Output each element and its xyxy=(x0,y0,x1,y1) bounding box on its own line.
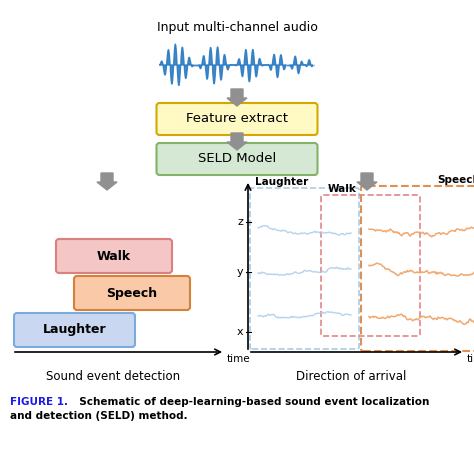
Text: Input multi-channel audio: Input multi-channel audio xyxy=(156,21,318,34)
Text: x: x xyxy=(237,327,243,337)
Polygon shape xyxy=(227,133,247,150)
Text: Speech: Speech xyxy=(107,287,157,299)
Text: Feature extract: Feature extract xyxy=(186,112,288,126)
Text: z: z xyxy=(237,217,243,227)
Text: y: y xyxy=(237,267,243,277)
FancyBboxPatch shape xyxy=(156,103,318,135)
FancyBboxPatch shape xyxy=(74,276,190,310)
Text: time: time xyxy=(467,354,474,364)
Text: and detection (SELD) method.: and detection (SELD) method. xyxy=(10,411,188,421)
Text: FIGURE 1.: FIGURE 1. xyxy=(10,397,68,407)
FancyBboxPatch shape xyxy=(56,239,172,273)
Polygon shape xyxy=(227,89,247,106)
Text: Laughter: Laughter xyxy=(255,177,308,187)
Text: Schematic of deep-learning-based sound event localization: Schematic of deep-learning-based sound e… xyxy=(72,397,429,407)
Text: Walk: Walk xyxy=(97,249,131,263)
Text: Speech: Speech xyxy=(437,175,474,185)
Polygon shape xyxy=(97,173,117,190)
Text: Sound event detection: Sound event detection xyxy=(46,370,181,383)
Text: SELD Model: SELD Model xyxy=(198,152,276,166)
Text: time: time xyxy=(227,354,251,364)
Polygon shape xyxy=(357,173,377,190)
Text: Walk: Walk xyxy=(328,184,357,194)
Text: Direction of arrival: Direction of arrival xyxy=(296,370,407,383)
FancyBboxPatch shape xyxy=(14,313,135,347)
Text: Laughter: Laughter xyxy=(43,324,106,337)
FancyBboxPatch shape xyxy=(156,143,318,175)
